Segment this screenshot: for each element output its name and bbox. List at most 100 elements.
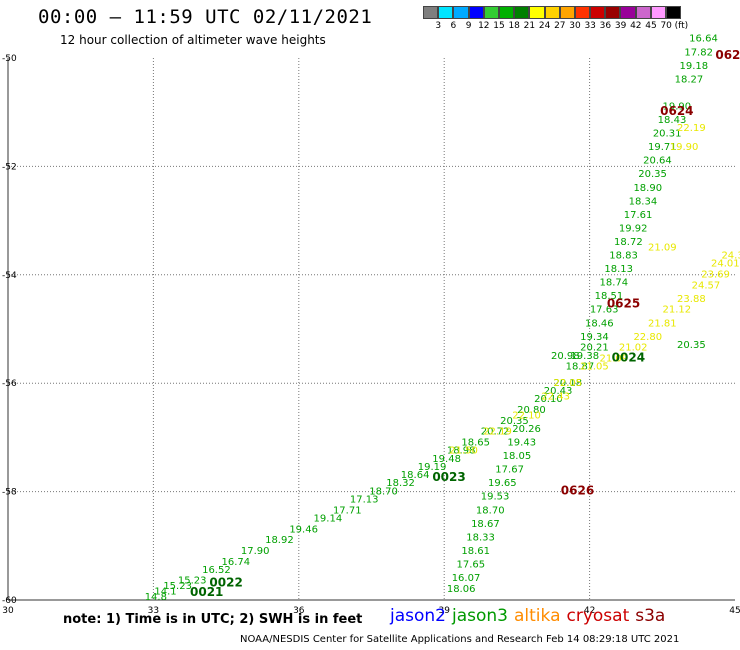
color-scale-label: 27: [554, 21, 566, 31]
data-point-label: 21.50: [449, 446, 478, 457]
legend-item-s3a: s3a: [635, 606, 666, 626]
data-labels: 14.814.115.2315.2316.5216.7417.9018.9219…: [145, 34, 740, 603]
data-point-label: 18.34: [629, 196, 658, 207]
data-point-label: 24.01: [711, 259, 740, 270]
data-point-label: 18.05: [503, 451, 532, 462]
color-scale-cell: [483, 6, 499, 19]
data-point-label: 15.23: [178, 576, 207, 587]
data-point-label: 17.67: [495, 465, 524, 476]
data-point-label: 18.92: [265, 535, 294, 546]
grid-lines: [8, 58, 735, 600]
color-scale-label: 33: [584, 21, 596, 31]
credit-line: NOAA/NESDIS Center for Satellite Applica…: [240, 634, 680, 645]
data-point-label: 17.65: [457, 559, 486, 570]
pass-label: 0022: [209, 575, 242, 589]
data-point-label: 20.10: [534, 394, 563, 405]
legend-item-jason3: jason3: [452, 606, 508, 626]
data-point-label: 20.43: [544, 386, 573, 397]
satellite-legend: jason2 jason3 altika cryosat s3a: [390, 606, 671, 626]
footer-note: note: 1) Time is in UTC; 2) SWH is in fe…: [63, 612, 363, 627]
data-point-label: 22.05: [553, 378, 582, 389]
color-scale-label: 9: [465, 21, 472, 31]
color-scale-cell: [666, 6, 682, 19]
data-point-label: 17.13: [350, 494, 379, 505]
color-scale-cell: [544, 6, 560, 19]
data-point-label: 19.38: [570, 351, 599, 362]
data-point-label: 23.88: [677, 294, 706, 305]
data-point-label: 19.43: [507, 438, 536, 449]
color-scale-cell: [574, 6, 591, 19]
data-point-label: 17.90: [241, 546, 270, 557]
data-point-label: 18.33: [466, 532, 495, 543]
y-tick-label: -58: [2, 488, 17, 498]
data-point-label: 18.13: [604, 264, 633, 275]
color-scale-cell: [514, 6, 530, 19]
color-scale-label: 15: [493, 21, 505, 31]
data-point-label: 21.09: [648, 242, 677, 253]
color-scale-cell: [498, 6, 515, 19]
color-scale-cell: [620, 6, 636, 19]
data-point-label: 22.19: [677, 123, 706, 134]
data-point-label: 22.80: [633, 332, 662, 343]
data-point-label: 19.90: [663, 101, 692, 112]
data-point-label: 15.23: [163, 581, 192, 592]
data-point-label: 20.31: [653, 129, 682, 140]
data-point-label: 17.63: [590, 305, 619, 316]
legend-item-altika: altika: [514, 606, 561, 626]
data-point-label: 18.61: [461, 546, 490, 557]
y-tick-label: -54: [2, 271, 17, 281]
pass-label: 0624: [660, 104, 693, 118]
x-tick-label: 42: [584, 606, 595, 616]
color-scale-label: 36: [599, 21, 612, 31]
data-point-label: 18.74: [600, 278, 629, 289]
data-point-label: 18.06: [447, 584, 476, 595]
data-point-label: 14.1: [154, 587, 176, 598]
data-point-label: 17.61: [624, 210, 653, 221]
data-point-label: 18.64: [401, 470, 430, 481]
data-point-label: 19.92: [619, 223, 648, 234]
pass-label: 0625: [607, 296, 640, 310]
data-point-label: 17.82: [684, 47, 713, 58]
data-point-label: 19.34: [580, 332, 609, 343]
color-scale-cell: [559, 6, 575, 19]
data-point-label: 21.09: [600, 354, 629, 365]
data-point-label: 19.46: [289, 524, 318, 535]
pass-label: 0023: [432, 470, 465, 484]
data-point-label: 24.3: [721, 251, 740, 262]
x-tick-label: 33: [148, 606, 159, 616]
data-point-label: 20.26: [512, 424, 541, 435]
color-scale-cell: [423, 6, 439, 19]
data-point-label: 20.72: [481, 427, 510, 438]
data-point-label: 22.19: [483, 427, 512, 438]
x-tick-label: 39: [438, 606, 450, 616]
data-point-label: 18.27: [675, 74, 704, 85]
data-point-label: 20.35: [677, 340, 706, 351]
color-scale-cell: [605, 6, 621, 19]
data-point-label: 16.74: [221, 557, 250, 568]
color-scale-cell: [438, 6, 454, 19]
x-tick-label: 30: [2, 606, 14, 616]
data-point-label: 18.70: [369, 486, 398, 497]
data-point-label: 19.71: [648, 142, 677, 153]
data-point-label: 19.14: [314, 513, 343, 524]
color-scale-label: 6: [450, 21, 457, 31]
color-scale-cell: [468, 6, 484, 19]
y-tick-label: -56: [2, 379, 17, 389]
y-tick-label: -60: [2, 596, 17, 606]
data-point-label: 18.43: [658, 115, 687, 126]
pass-label: 0021: [190, 585, 223, 599]
chart-title: 00:00 – 11:59 UTC 02/11/2021: [38, 6, 373, 28]
color-scale-cell: [650, 6, 666, 19]
data-point-label: 22.43: [541, 391, 570, 402]
color-scale-label: 70: [660, 21, 672, 31]
data-point-label: 18.70: [476, 505, 505, 516]
y-tick-label: -52: [2, 162, 17, 172]
color-scale-bar: [423, 6, 682, 19]
data-point-label: 18.90: [633, 183, 662, 194]
data-point-label: 18.65: [461, 438, 490, 449]
color-scale-labels: 3 6 9 12 15 18 21 24 27 30 33 36 39 42 45 70 (ft): [423, 21, 740, 35]
pass-label: 062.: [715, 48, 740, 62]
x-tick-label: 45: [729, 606, 740, 616]
data-point-label: 19.53: [481, 492, 510, 503]
